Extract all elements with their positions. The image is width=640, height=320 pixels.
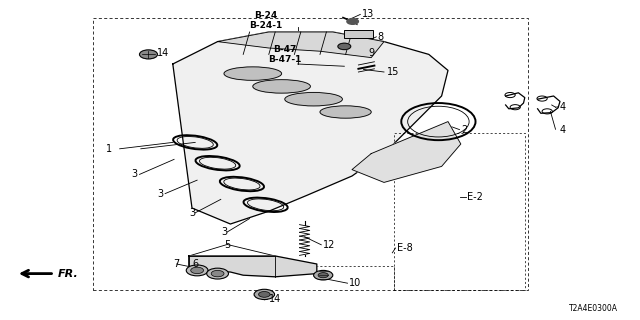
Text: 13: 13 bbox=[362, 9, 374, 20]
Text: 4: 4 bbox=[560, 124, 566, 135]
Text: 3: 3 bbox=[221, 227, 227, 237]
Ellipse shape bbox=[253, 80, 310, 93]
Circle shape bbox=[207, 268, 228, 279]
Polygon shape bbox=[218, 32, 384, 58]
Text: 5: 5 bbox=[224, 240, 230, 250]
Circle shape bbox=[211, 270, 224, 277]
Text: 3: 3 bbox=[189, 208, 195, 218]
Text: 3: 3 bbox=[131, 169, 138, 180]
Circle shape bbox=[254, 289, 275, 300]
Text: FR.: FR. bbox=[58, 268, 78, 279]
Text: 15: 15 bbox=[387, 67, 399, 77]
Polygon shape bbox=[173, 32, 448, 224]
Ellipse shape bbox=[285, 92, 342, 106]
Text: 9: 9 bbox=[368, 48, 374, 58]
Text: 3: 3 bbox=[157, 188, 163, 199]
Ellipse shape bbox=[320, 106, 371, 118]
Circle shape bbox=[191, 267, 204, 274]
Circle shape bbox=[314, 270, 333, 280]
Text: T2A4E0300A: T2A4E0300A bbox=[568, 304, 618, 313]
Circle shape bbox=[318, 273, 328, 278]
Text: 10: 10 bbox=[349, 278, 361, 288]
Circle shape bbox=[338, 43, 351, 50]
Ellipse shape bbox=[224, 67, 282, 80]
Polygon shape bbox=[352, 122, 461, 182]
Text: B-24
B-24-1: B-24 B-24-1 bbox=[249, 11, 282, 30]
Text: 6: 6 bbox=[192, 259, 198, 269]
Text: 8: 8 bbox=[378, 32, 384, 42]
Text: E-2: E-2 bbox=[467, 192, 483, 202]
Text: 12: 12 bbox=[323, 240, 335, 250]
Bar bbox=[93, 18, 528, 290]
Text: 14: 14 bbox=[157, 48, 169, 58]
Circle shape bbox=[186, 265, 208, 276]
Text: 2: 2 bbox=[461, 124, 467, 135]
Text: 4: 4 bbox=[560, 102, 566, 112]
Circle shape bbox=[347, 19, 358, 24]
Circle shape bbox=[140, 50, 157, 59]
Polygon shape bbox=[189, 256, 317, 277]
Text: 14: 14 bbox=[269, 294, 281, 304]
Text: 7: 7 bbox=[173, 259, 179, 269]
Bar bbox=[344, 30, 373, 38]
Text: B-47
B-47-1: B-47 B-47-1 bbox=[268, 45, 301, 64]
Circle shape bbox=[259, 292, 270, 297]
Text: 1: 1 bbox=[106, 144, 112, 154]
Text: E-8: E-8 bbox=[397, 243, 413, 253]
